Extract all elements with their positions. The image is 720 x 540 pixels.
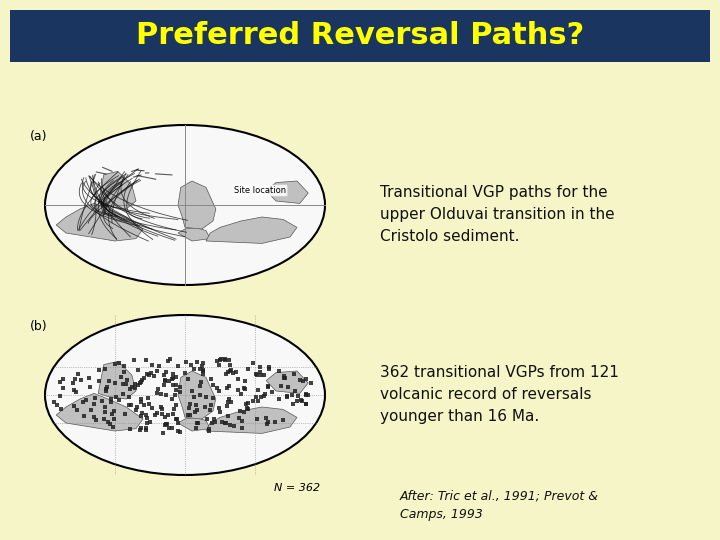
Text: Site location: Site location — [234, 186, 286, 195]
Text: After: Tric et al., 1991; Prevot &
Camps, 1993: After: Tric et al., 1991; Prevot & Camps… — [400, 490, 599, 521]
Polygon shape — [56, 394, 143, 431]
Text: 362 transitional VGPs from 121
volcanic record of reversals
younger than 16 Ma.: 362 transitional VGPs from 121 volcanic … — [380, 365, 619, 424]
Text: Preferred Reversal Paths?: Preferred Reversal Paths? — [136, 22, 584, 51]
Polygon shape — [56, 204, 143, 241]
Polygon shape — [206, 217, 297, 244]
Text: N = 362: N = 362 — [274, 483, 320, 493]
Polygon shape — [206, 407, 297, 434]
Polygon shape — [98, 171, 136, 209]
Polygon shape — [178, 181, 216, 229]
Text: (a): (a) — [30, 130, 48, 143]
Text: Transitional VGP paths for the
upper Olduvai transition in the
Cristolo sediment: Transitional VGP paths for the upper Old… — [380, 185, 615, 245]
Polygon shape — [266, 371, 308, 394]
Text: (b): (b) — [30, 320, 48, 333]
Ellipse shape — [45, 125, 325, 285]
Polygon shape — [178, 227, 210, 241]
Ellipse shape — [45, 315, 325, 475]
Bar — [10, 10, 710, 62]
Polygon shape — [98, 361, 136, 399]
Polygon shape — [178, 371, 216, 419]
Polygon shape — [178, 417, 210, 431]
Polygon shape — [266, 181, 308, 204]
